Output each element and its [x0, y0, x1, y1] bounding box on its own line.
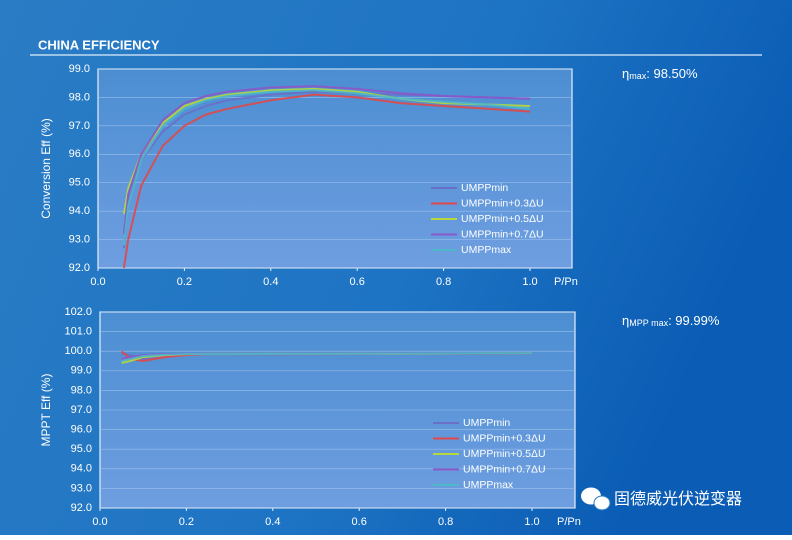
annotation: ηmax: 98.50% [622, 66, 698, 81]
y-tick-label: 95.0 [71, 443, 92, 455]
y-tick-label: 102.0 [64, 306, 92, 318]
x-tick-label: 0.6 [350, 276, 365, 288]
series-line [122, 89, 531, 246]
y-axis-label: Conversion Eff (%) [39, 118, 53, 218]
x-tick-label: 0.8 [436, 276, 451, 288]
series-line [122, 93, 531, 269]
x-tick-label: 1.0 [522, 276, 537, 288]
legend-label: UMPPmin [463, 417, 510, 429]
y-tick-label: 94.0 [69, 205, 90, 217]
y-tick-label: 96.0 [71, 424, 92, 436]
x-tick-label: 0.8 [438, 516, 453, 528]
y-tick-label: 92.0 [71, 502, 92, 514]
y-tick-label: 93.0 [71, 482, 92, 494]
y-tick-label: 95.0 [69, 177, 90, 189]
series-line [121, 352, 533, 362]
y-tick-label: 98.0 [71, 384, 92, 396]
y-tick-label: 92.0 [69, 262, 90, 274]
legend-label: UMPPmin+0.7ΔU [463, 463, 546, 475]
annotation-text: : 98.50% [646, 66, 698, 81]
y-tick-label: 99.0 [71, 365, 92, 377]
page-title: CHINA EFFICIENCY [38, 37, 160, 52]
watermark: 固德威光伏逆变器 [614, 490, 742, 508]
legend-label: UMPPmin+0.5ΔU [461, 213, 544, 225]
legend-label: UMPPmin+0.3ΔU [461, 197, 544, 209]
annotation-text: : 99.99% [668, 313, 720, 328]
y-tick-label: 97.0 [71, 404, 92, 416]
x-tick-label: 1.0 [524, 516, 539, 528]
x-tick-label: 0.4 [265, 516, 280, 528]
y-tick-label: 99.0 [69, 63, 90, 75]
x-tick-label: 0.0 [92, 516, 107, 528]
legend-label: UMPPmin+0.7ΔU [461, 228, 544, 240]
annotation-subscript: MPP max [629, 318, 668, 328]
annotation-subscript: max [629, 71, 647, 81]
y-tick-label: 98.0 [69, 91, 90, 103]
annotation: ηMPP max: 99.99% [622, 313, 720, 328]
y-tick-label: 101.0 [64, 326, 92, 338]
y-tick-label: 97.0 [69, 120, 90, 132]
y-tick-label: 93.0 [69, 233, 90, 245]
annotation-symbol: η [622, 66, 629, 81]
y-tick-label: 94.0 [71, 463, 92, 475]
series-line [122, 85, 531, 235]
y-tick-label: 96.0 [69, 148, 90, 160]
legend-label: UMPPmin+0.3ΔU [463, 432, 546, 444]
y-tick-label: 100.0 [64, 345, 92, 357]
legend-label: UMPPmax [463, 479, 514, 491]
annotation-symbol: η [622, 313, 629, 328]
y-axis-label: MPPT Eff (%) [39, 374, 53, 447]
legend-label: UMPPmin [461, 182, 508, 194]
legend-label: UMPPmax [461, 244, 512, 256]
x-tick-label: 0.2 [179, 516, 194, 528]
x-tick-label: 0.4 [263, 276, 278, 288]
x-axis-label: P/Pn [554, 276, 578, 288]
x-tick-label: 0.2 [177, 276, 192, 288]
x-tick-label: 0.6 [352, 516, 367, 528]
legend-label: UMPPmin+0.5ΔU [463, 448, 546, 460]
x-tick-label: 0.0 [90, 276, 105, 288]
watermark-icon [581, 487, 611, 511]
x-axis-label: P/Pn [557, 516, 581, 528]
